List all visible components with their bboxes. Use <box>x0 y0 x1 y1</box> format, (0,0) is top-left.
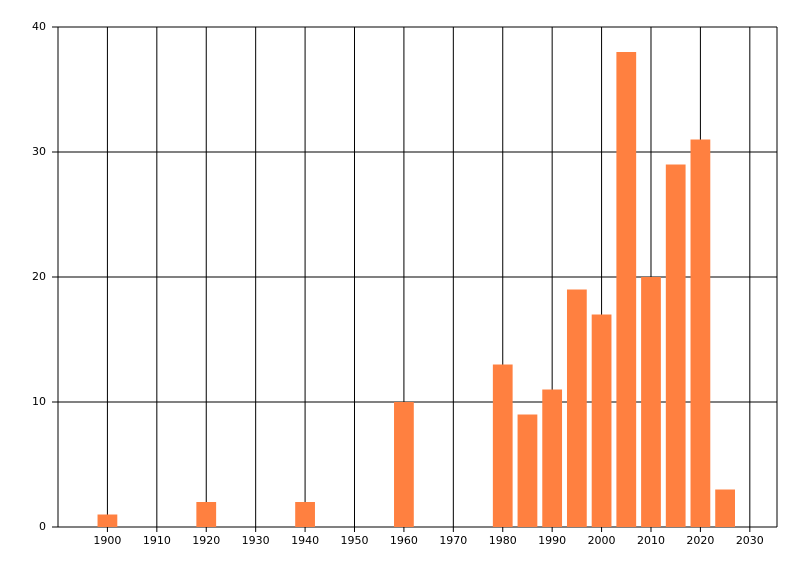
bar <box>394 402 414 527</box>
x-tick-label: 2030 <box>736 534 764 547</box>
x-tick-label: 1950 <box>340 534 368 547</box>
bar <box>690 139 711 527</box>
x-tick-label: 1930 <box>242 534 270 547</box>
x-tick-label: 1910 <box>143 534 171 547</box>
x-tick-label: 1900 <box>93 534 121 547</box>
x-tick-label: 1970 <box>439 534 467 547</box>
bar <box>517 414 538 527</box>
bar <box>196 502 217 527</box>
x-tick-label: 1990 <box>538 534 566 547</box>
bar <box>566 289 587 527</box>
bar <box>715 489 735 527</box>
bar <box>665 164 686 527</box>
x-tick-label: 1960 <box>390 534 418 547</box>
x-tick-label: 1980 <box>489 534 517 547</box>
x-tick-label: 2020 <box>686 534 714 547</box>
bar <box>591 314 612 527</box>
bar <box>295 502 315 527</box>
x-tick-label: 2010 <box>637 534 665 547</box>
y-tick-label: 20 <box>32 270 46 283</box>
x-tick-label: 1940 <box>291 534 319 547</box>
y-tick-label: 10 <box>32 395 46 408</box>
x-tick-label: 2000 <box>588 534 616 547</box>
x-tick-label: 1920 <box>192 534 220 547</box>
y-tick-label: 30 <box>32 145 46 158</box>
y-tick-label: 0 <box>39 520 46 533</box>
bar <box>616 52 637 527</box>
bar <box>492 364 513 527</box>
bar <box>542 389 563 527</box>
bar <box>641 277 661 527</box>
y-tick-label: 40 <box>32 20 46 33</box>
bar <box>97 514 118 527</box>
